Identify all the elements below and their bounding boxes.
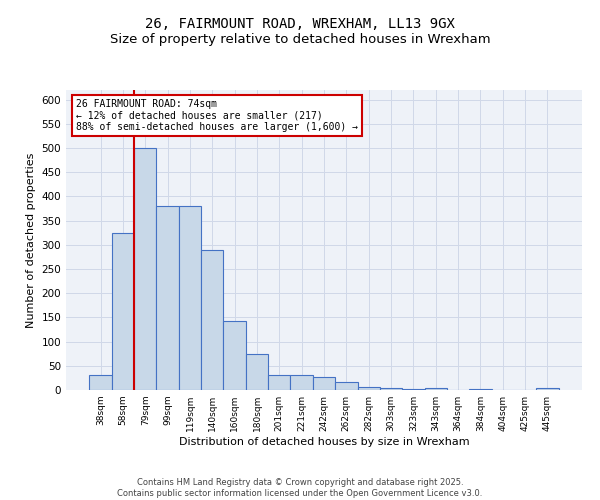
Text: 26 FAIRMOUNT ROAD: 74sqm
← 12% of detached houses are smaller (217)
88% of semi-: 26 FAIRMOUNT ROAD: 74sqm ← 12% of detach…	[76, 99, 358, 132]
Bar	[335, 382, 358, 390]
Bar	[268, 374, 290, 390]
X-axis label: Distribution of detached houses by size in Wrexham: Distribution of detached houses by size …	[179, 437, 469, 447]
Bar	[134, 148, 157, 390]
Bar	[179, 206, 201, 390]
Text: Contains HM Land Registry data © Crown copyright and database right 2025.
Contai: Contains HM Land Registry data © Crown c…	[118, 478, 482, 498]
Text: 26, FAIRMOUNT ROAD, WREXHAM, LL13 9GX: 26, FAIRMOUNT ROAD, WREXHAM, LL13 9GX	[145, 18, 455, 32]
Bar	[380, 388, 402, 390]
Bar	[469, 389, 491, 390]
Bar	[246, 354, 268, 390]
Bar	[290, 376, 313, 390]
Bar	[223, 321, 246, 390]
Text: Size of property relative to detached houses in Wrexham: Size of property relative to detached ho…	[110, 32, 490, 46]
Bar	[112, 232, 134, 390]
Bar	[425, 388, 447, 390]
Y-axis label: Number of detached properties: Number of detached properties	[26, 152, 36, 328]
Bar	[313, 377, 335, 390]
Bar	[402, 389, 425, 390]
Bar	[157, 206, 179, 390]
Bar	[358, 386, 380, 390]
Bar	[89, 376, 112, 390]
Bar	[201, 250, 223, 390]
Bar	[536, 388, 559, 390]
